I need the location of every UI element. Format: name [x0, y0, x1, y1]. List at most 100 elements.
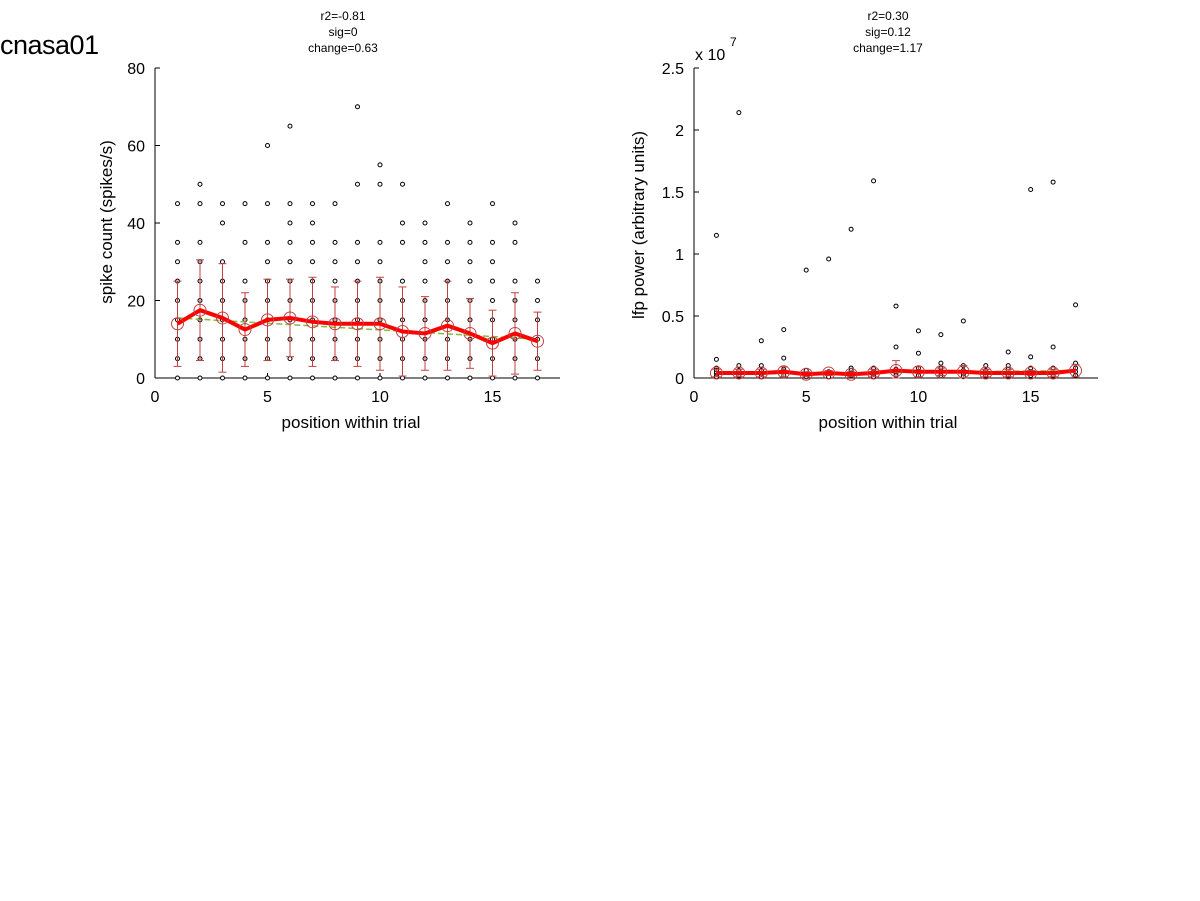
data-point — [467, 220, 473, 226]
mean-marker — [867, 366, 881, 380]
data-point — [175, 375, 180, 381]
data-point — [332, 259, 338, 265]
mean-marker — [463, 326, 477, 340]
data-point — [1028, 354, 1034, 360]
mean-marker — [328, 317, 342, 331]
data-point — [512, 375, 518, 381]
x-tick-label: 0 — [690, 389, 699, 406]
data-point — [826, 256, 832, 262]
mean-marker — [822, 366, 836, 380]
y-tick-label: 1.5 — [662, 185, 684, 202]
data-point — [490, 239, 495, 245]
mean-marker — [934, 365, 948, 379]
x-tick-label: 5 — [802, 389, 811, 406]
data-point — [848, 226, 854, 232]
data-point — [220, 259, 225, 265]
mean-marker — [351, 317, 364, 331]
data-point — [535, 298, 540, 303]
data-point — [938, 332, 944, 338]
data-point — [265, 143, 270, 148]
data-point — [355, 239, 360, 245]
mean-marker — [979, 366, 993, 380]
data-point — [1005, 349, 1011, 355]
data-point — [467, 278, 473, 284]
data-point — [960, 318, 966, 324]
data-point — [265, 375, 270, 381]
mean-marker — [844, 367, 858, 381]
mean-marker — [754, 366, 768, 380]
y-axis-label: lfp power (arbitrary units) — [629, 131, 648, 319]
y-tick-label: 2 — [675, 123, 684, 140]
mean-marker — [261, 313, 274, 327]
data-point — [512, 220, 518, 226]
mean-marker — [911, 365, 925, 379]
data-point — [332, 375, 338, 381]
data-point — [445, 201, 450, 207]
mean-marker — [956, 365, 970, 379]
x-tick-label: 5 — [263, 389, 272, 406]
data-point — [355, 181, 360, 187]
y-tick-label: 20 — [127, 294, 145, 311]
data-point — [893, 344, 899, 350]
data-point — [175, 239, 180, 245]
data-point — [467, 239, 473, 245]
mean-line — [716, 368, 1076, 377]
data-point — [197, 201, 203, 207]
data-point — [1028, 187, 1034, 193]
chart-title-line: change=1.17 — [853, 41, 923, 55]
data-point — [287, 123, 293, 129]
data-point — [467, 259, 473, 265]
data-point — [803, 267, 809, 273]
data-point — [242, 278, 248, 284]
mean-marker — [1069, 364, 1083, 378]
data-point — [197, 239, 203, 245]
mean-marker — [441, 319, 454, 333]
data-point — [287, 356, 293, 362]
data-point — [332, 201, 338, 207]
data-point — [377, 259, 383, 265]
data-point — [1050, 179, 1056, 185]
data-point — [310, 220, 315, 226]
data-point — [287, 375, 293, 381]
data-point — [332, 278, 338, 284]
data-point — [355, 375, 360, 381]
data-point — [175, 201, 180, 207]
y-exponent-power: 7 — [730, 35, 737, 49]
spike-count-chart: r2=-0.81 sig=0 change=0.63 position with… — [97, 9, 560, 432]
data-point — [490, 298, 495, 303]
data-point — [377, 181, 383, 187]
y-tick-label: 1 — [675, 247, 684, 264]
mean-marker — [777, 365, 791, 379]
mean-marker — [799, 367, 813, 381]
data-point — [512, 278, 518, 284]
x-tick-label: 10 — [910, 389, 928, 406]
mean-marker — [709, 366, 723, 380]
data-point — [310, 239, 315, 245]
data-point — [736, 110, 742, 116]
data-point — [758, 338, 764, 344]
plot-layer: 0 5 10 15 0 20 40 60 80 — [127, 61, 560, 406]
mean-marker — [216, 311, 229, 325]
mean-marker — [171, 317, 184, 331]
data-point — [310, 201, 315, 207]
data-point — [265, 239, 270, 245]
chart-title-line: sig=0.12 — [865, 25, 911, 39]
x-axis-label: position within trial — [819, 413, 958, 432]
mean-marker — [1046, 366, 1060, 380]
data-point — [422, 259, 428, 265]
mean-marker — [306, 315, 319, 329]
y-tick-label: 80 — [127, 61, 145, 78]
plot-layer: 0 5 10 15 0 0.5 1 1.5 2 2.5 — [662, 61, 1098, 406]
y-axis-label: spike count (spikes/s) — [97, 140, 116, 303]
y-tick-label: 0.5 — [662, 309, 684, 326]
y-tick-label: 0 — [136, 371, 145, 388]
data-point — [736, 363, 742, 369]
data-point — [422, 375, 428, 381]
data-point — [445, 375, 450, 381]
mean-marker — [283, 311, 297, 325]
y-tick-label: 60 — [127, 139, 145, 156]
x-tick-label: 0 — [151, 389, 160, 406]
data-point — [377, 162, 383, 168]
data-point — [915, 350, 921, 356]
data-point — [490, 278, 495, 284]
